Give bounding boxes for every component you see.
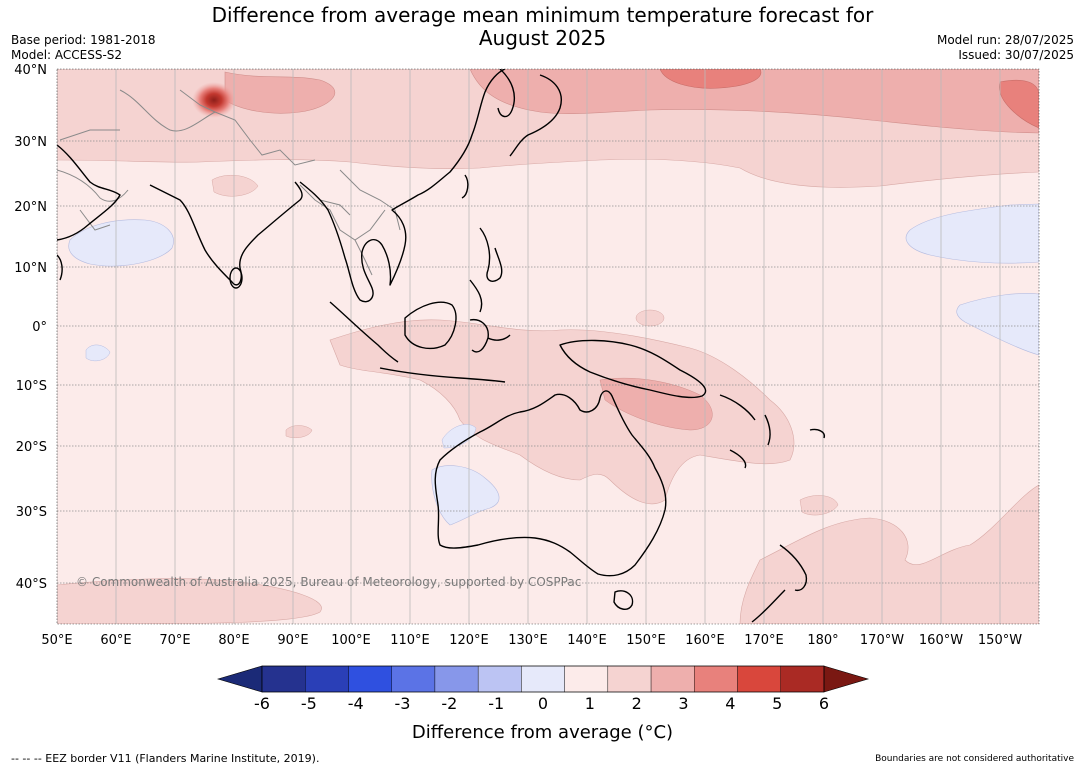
- lat-label: 40°N: [14, 63, 47, 78]
- colorbar-cell: [521, 665, 565, 693]
- anomaly-region-pacific-neg: [905, 203, 1039, 264]
- lon-label: 60°E: [100, 633, 131, 648]
- map-title: Difference from average mean minimum tem…: [0, 4, 1085, 50]
- lon-label: 90°E: [277, 633, 308, 648]
- lon-label: 80°E: [218, 633, 249, 648]
- lat-label: 20°S: [16, 440, 47, 455]
- colorbar-tick-label: -5: [301, 694, 317, 713]
- title-line-1: Difference from average mean minimum tem…: [211, 3, 874, 27]
- colorbar-tick-label: 3: [678, 694, 688, 713]
- meta-left: Base period: 1981-2018 Model: ACCESS-S2: [11, 33, 156, 63]
- anomaly-region-pacific-3-4: [659, 69, 762, 89]
- colorbar-tick-label: 0: [538, 694, 548, 713]
- colorbar-cell: [348, 665, 392, 693]
- colorbar-tick-label: 4: [725, 694, 735, 713]
- colorbar-cells: [261, 665, 825, 693]
- disclaimer: Boundaries are not considered authoritat…: [875, 754, 1074, 764]
- anomaly-region-png-2-3: [599, 377, 713, 431]
- copyright-text: © Commonwealth of Australia 2025, Bureau…: [76, 575, 581, 589]
- lat-label: 10°S: [16, 379, 47, 394]
- colorbar-over-arrow: [823, 665, 870, 693]
- colorbar-cell: [607, 665, 652, 693]
- anomaly-region-timor-neg: [441, 424, 477, 449]
- colorbar-cell: [477, 665, 522, 693]
- lat-label: 30°N: [14, 135, 47, 150]
- model-name: Model: ACCESS-S2: [11, 48, 123, 62]
- anomaly-hotspot-5-6: [192, 82, 236, 118]
- lon-label: 180°: [807, 633, 838, 648]
- colorbar-cell: [650, 665, 695, 693]
- lon-label: 50°E: [41, 633, 72, 648]
- lon-label: 120°E: [449, 633, 489, 648]
- anomaly-region-south-pacific-neg: [956, 293, 1039, 356]
- anomaly-region-south-east-2-1: [799, 495, 839, 516]
- colorbar-label: Difference from average (°C): [411, 722, 674, 743]
- map-frame: [56, 68, 1040, 625]
- colorbar: -6 -5 -4 -3 -2 -1 0 1 2 3 4 5 6: [216, 665, 870, 713]
- anomaly-region-indian-neg: [85, 344, 111, 362]
- colorbar-tick-label: 6: [819, 694, 829, 713]
- colorbar-cell: [261, 665, 306, 693]
- lon-label: 140°E: [567, 633, 607, 648]
- anomaly-region-north-2-3: [469, 69, 1039, 134]
- colorbar-tick-label: -6: [254, 694, 270, 713]
- lat-label: 40°S: [16, 577, 47, 592]
- meridians: [57, 69, 1001, 624]
- base-period: Base period: 1981-2018: [11, 33, 156, 47]
- anomaly-region-east-3-4: [999, 79, 1039, 129]
- colorbar-cell: [780, 665, 825, 693]
- lat-label: 10°N: [14, 261, 47, 276]
- colorbar-tick-label: 5: [772, 694, 782, 713]
- colorbar-cell: [391, 665, 436, 693]
- colorbar-cell: [737, 665, 781, 693]
- lon-label: 170°E: [744, 633, 784, 648]
- model-run: Model run: 28/07/2025: [936, 33, 1074, 47]
- lon-label: 70°E: [159, 633, 190, 648]
- colorbar-tick-label: 2: [632, 694, 642, 713]
- lon-label: 110°E: [390, 633, 430, 648]
- colorbar-tick-label: 1: [585, 694, 595, 713]
- anomaly-region-equatorial-1-2: [635, 309, 665, 327]
- lon-label: 170°W: [860, 633, 904, 648]
- colorbar-tick-label: -1: [488, 694, 504, 713]
- lat-label: 20°N: [14, 200, 47, 215]
- colorbar-cell: [694, 665, 738, 693]
- anomaly-region-tibet-2-3: [224, 71, 335, 114]
- coastlines: [57, 69, 825, 623]
- issued-date: Issued: 30/07/2025: [958, 48, 1074, 62]
- colorbar-cell: [305, 665, 349, 693]
- colorbar-under-arrow: [216, 665, 263, 693]
- colorbar-tick-label: -4: [348, 694, 364, 713]
- colorbar-tick-label: -3: [395, 694, 411, 713]
- lon-label: 160°W: [919, 633, 963, 648]
- lon-label: 150°W: [978, 633, 1022, 648]
- anomaly-region-south-west-1-2: [57, 578, 322, 624]
- meta-right: Model run: 28/07/2025 Issued: 30/07/2025: [937, 33, 1074, 63]
- anomaly-region-india-1-2: [211, 174, 259, 197]
- lon-label: 150°E: [626, 633, 666, 648]
- anomaly-region-arabian-neg: [68, 219, 174, 267]
- country-borders: [57, 89, 401, 276]
- lon-label: 160°E: [685, 633, 725, 648]
- lon-label: 100°E: [331, 633, 371, 648]
- lon-label: 130°E: [508, 633, 548, 648]
- colorbar-cell: [564, 665, 609, 693]
- title-line-2: August 2025: [478, 26, 607, 50]
- anomaly-region-wa-neg: [431, 465, 500, 526]
- lat-label: 0°: [32, 320, 47, 335]
- colorbar-cell: [434, 665, 479, 693]
- eez-legend: -- -- -- EEZ border V11 (Flanders Marine…: [11, 752, 320, 765]
- colorbar-outline: [261, 665, 825, 693]
- lat-label: 30°S: [16, 505, 47, 520]
- colorbar-tick-label: -2: [441, 694, 457, 713]
